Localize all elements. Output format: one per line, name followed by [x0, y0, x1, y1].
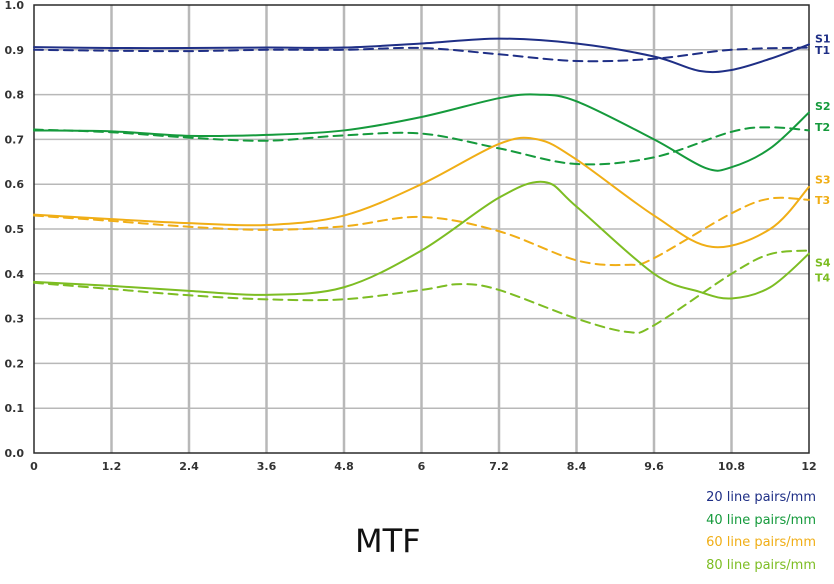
series-lines: [33, 37, 810, 334]
series-end-label-s4: S4: [815, 257, 831, 270]
x-tick-label: 10.8: [718, 460, 745, 473]
y-tick-label: 0.6: [5, 178, 25, 191]
series-line-t2: [33, 126, 810, 166]
x-tick-label: 2.4: [179, 460, 199, 473]
y-tick-label: 0.9: [5, 44, 25, 57]
series-end-label-t3: T3: [815, 194, 830, 207]
series-line-s1: [33, 37, 810, 74]
x-tick-label: 3.6: [257, 460, 277, 473]
y-axis-ticks: 0.0 0.1 0.2 0.3 0.4 0.5 0.6 0.7 0.8 0.9 1.0: [5, 0, 25, 460]
plot-area-frame: [33, 4, 810, 454]
x-tick-label: 7.2: [489, 460, 509, 473]
y-tick-label: 1.0: [5, 0, 25, 12]
legend-item-20lp: 20 line pairs/mm: [706, 490, 816, 505]
series-end-label-t2: T2: [815, 121, 830, 134]
legend: 20 line pairs/mm 40 line pairs/mm 60 lin…: [706, 487, 816, 577]
x-tick-label: 8.4: [567, 460, 587, 473]
y-tick-label: 0.2: [5, 357, 25, 370]
y-tick-label: 0.3: [5, 313, 25, 326]
y-tick-label: 0.4: [5, 268, 25, 281]
series-line-s4: [33, 180, 810, 300]
legend-item-80lp: 80 line pairs/mm: [706, 557, 816, 573]
y-tick-label: 0.0: [5, 447, 25, 460]
grid-lines: [34, 5, 809, 453]
series-end-label-t1: T1: [815, 44, 830, 57]
x-tick-label: 9.6: [644, 460, 664, 473]
series-line-s3: [33, 136, 810, 249]
legend-item-40lp: 40 line pairs/mm: [706, 512, 816, 528]
x-tick-label: 6: [418, 460, 426, 473]
x-tick-label: 1.2: [102, 460, 122, 473]
series-end-label-t4: T4: [815, 271, 831, 284]
x-tick-label: 12: [801, 460, 816, 473]
x-axis-ticks: 0 1.2 2.4 3.6 4.8 6 7.2 8.4 9.6 10.8 12: [30, 460, 816, 473]
x-tick-label: 4.8: [334, 460, 354, 473]
series-end-label-s2: S2: [815, 100, 831, 113]
y-tick-label: 0.7: [5, 133, 25, 146]
x-tick-label: 0: [30, 460, 38, 473]
y-tick-label: 0.5: [5, 223, 25, 236]
series-end-label-s1: S1: [815, 33, 831, 46]
series-line-t3: [33, 196, 810, 267]
y-tick-label: 0.8: [5, 89, 25, 102]
series-line-t4: [33, 249, 810, 334]
series-line-s2: [33, 93, 810, 172]
y-tick-label: 0.1: [5, 402, 25, 415]
series-end-label-s3: S3: [815, 174, 831, 187]
chart-title: MTF: [355, 522, 421, 560]
legend-item-60lp: 60 line pairs/mm: [706, 535, 816, 550]
